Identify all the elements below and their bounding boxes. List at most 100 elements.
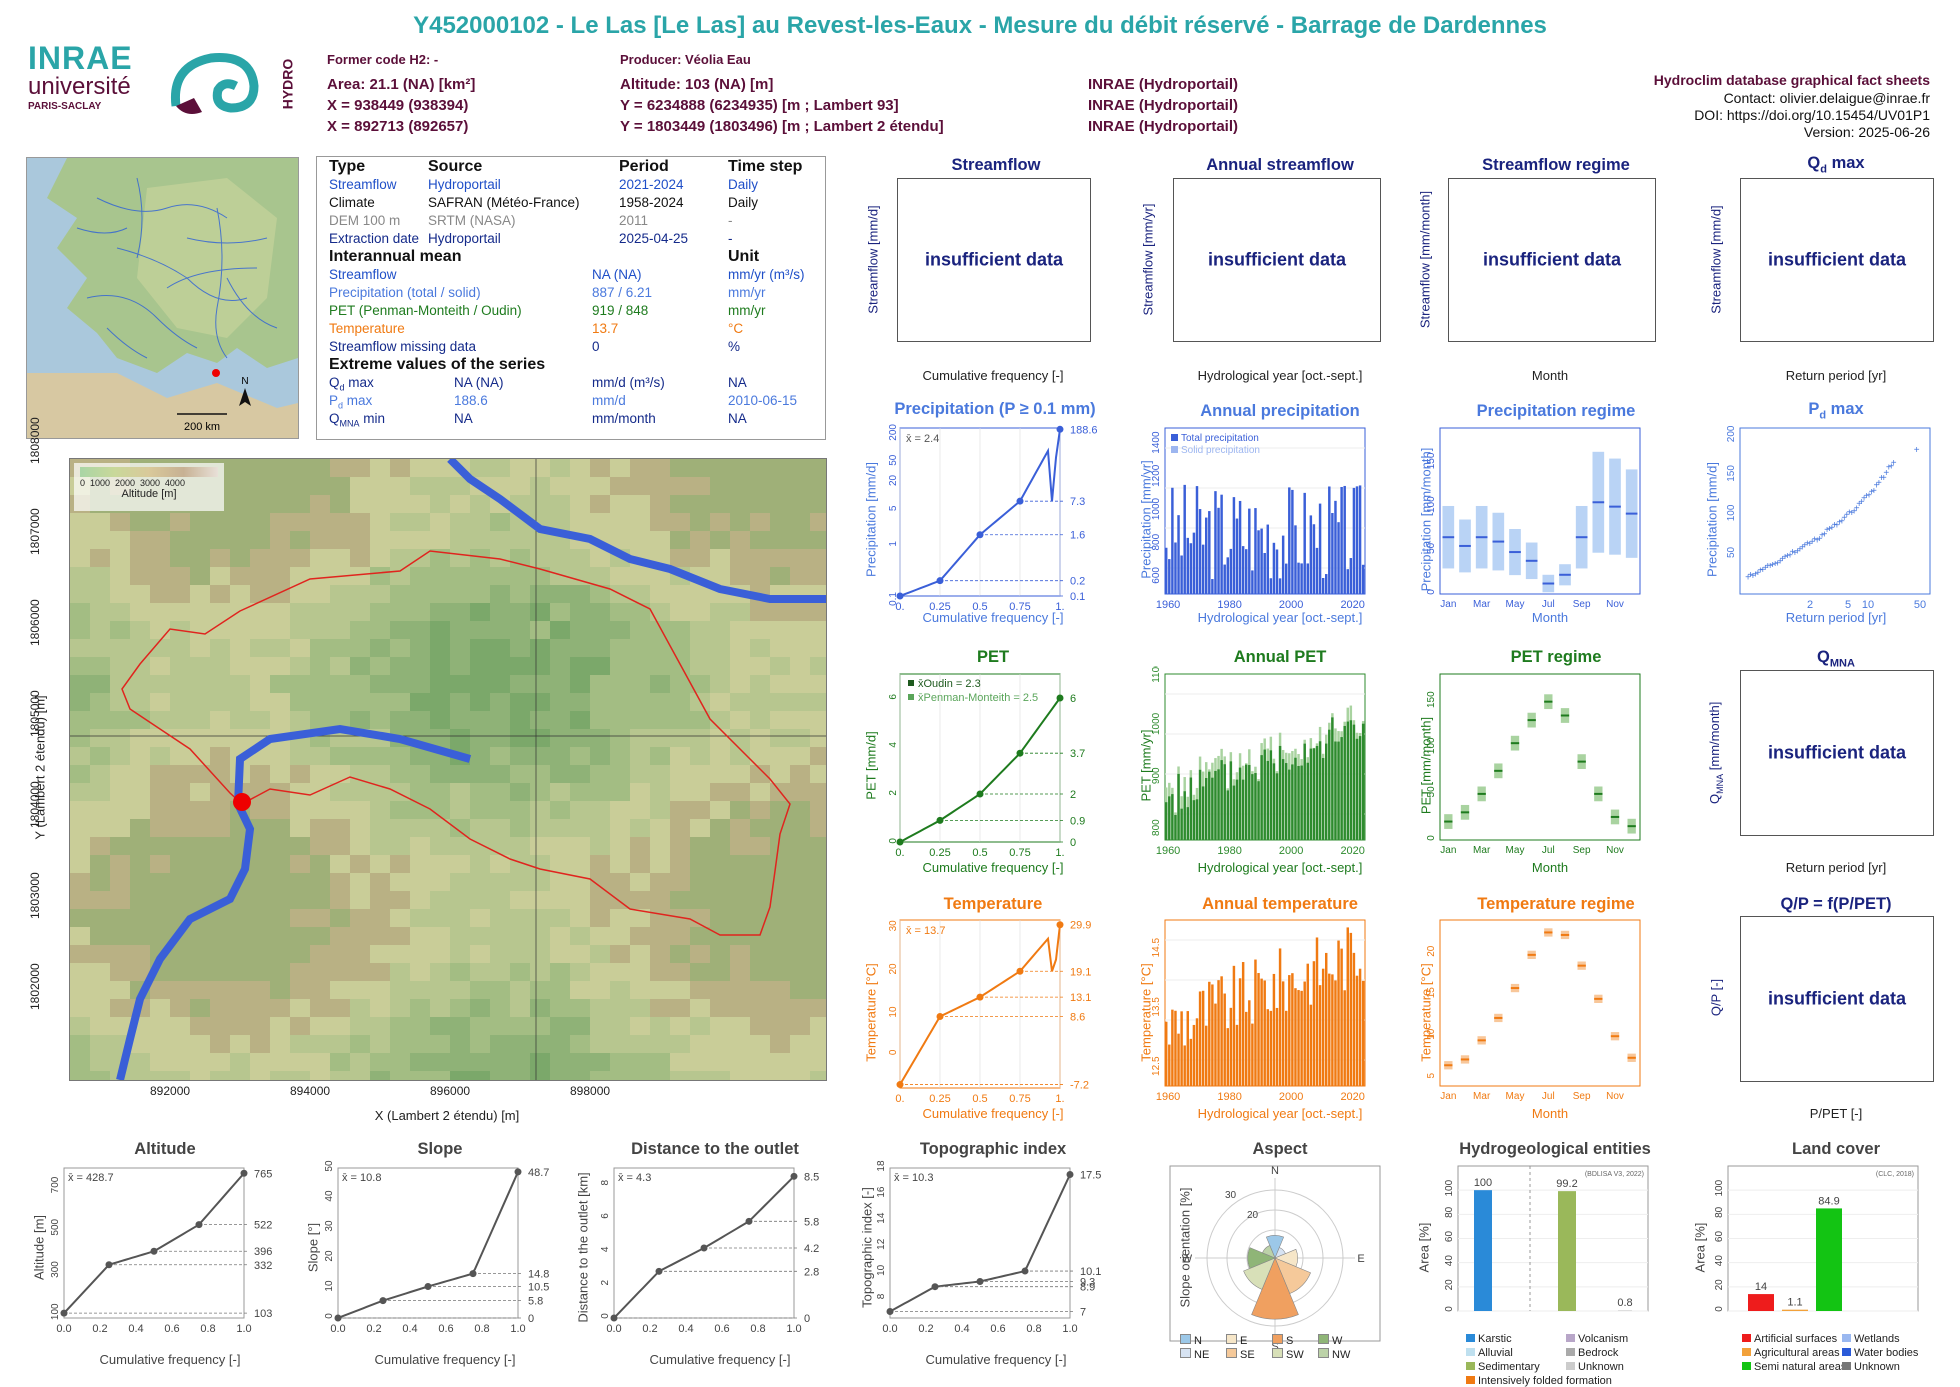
data-point: + bbox=[1814, 535, 1820, 546]
quantile-label: 396 bbox=[254, 1246, 272, 1258]
legend-item: Bedrock bbox=[1566, 1347, 1618, 1359]
terrain-cell bbox=[210, 729, 230, 747]
terrain-cell bbox=[390, 459, 410, 477]
terrain-cell bbox=[370, 801, 390, 819]
terrain-cell bbox=[630, 477, 650, 495]
quantile-label: 4.2 bbox=[804, 1243, 819, 1255]
terrain-cell bbox=[150, 585, 170, 603]
terrain-cell bbox=[630, 567, 650, 585]
terrain-cell bbox=[590, 981, 610, 999]
y-tick: 0 bbox=[888, 1049, 899, 1055]
quantile-point bbox=[896, 592, 904, 600]
bar bbox=[1248, 764, 1251, 840]
title-aspect: Aspect bbox=[1252, 1140, 1308, 1158]
x-tick: 1. bbox=[1055, 1093, 1064, 1105]
terrain-cell bbox=[570, 963, 590, 981]
terrain-cell bbox=[510, 603, 530, 621]
terrain-cell bbox=[270, 999, 290, 1017]
terrain-cell bbox=[630, 783, 650, 801]
bar bbox=[1306, 963, 1309, 1086]
terrain-cell bbox=[350, 999, 370, 1017]
bar bbox=[1318, 985, 1322, 1086]
terrain-cell bbox=[630, 1017, 650, 1035]
y-tick: 50 bbox=[1726, 546, 1737, 558]
terrain-cell bbox=[690, 1071, 710, 1080]
terrain-cell bbox=[510, 459, 530, 477]
data-point: + bbox=[1841, 513, 1847, 524]
terrain-cell bbox=[270, 945, 290, 963]
terrain-cell bbox=[590, 765, 610, 783]
terrain-cell bbox=[190, 819, 210, 837]
data-point: + bbox=[1878, 473, 1884, 484]
terrain-cell bbox=[610, 999, 630, 1017]
data-point: + bbox=[1772, 559, 1778, 570]
terrain-cell bbox=[730, 927, 750, 945]
terrain-cell bbox=[170, 549, 190, 567]
bar bbox=[1205, 517, 1208, 594]
terrain-cell bbox=[770, 801, 790, 819]
terrain-cell bbox=[190, 621, 210, 639]
terrain-cell bbox=[170, 819, 190, 837]
terrain-cell bbox=[550, 1017, 570, 1035]
terrain-cell bbox=[350, 531, 370, 549]
bar bbox=[1272, 542, 1276, 594]
terrain-cell bbox=[190, 945, 210, 963]
bar bbox=[1214, 770, 1217, 840]
bar bbox=[1328, 486, 1331, 594]
data-point: + bbox=[1787, 550, 1793, 561]
terrain-cell bbox=[510, 819, 530, 837]
former-code: Former code H2: - bbox=[327, 52, 439, 67]
y-tick: 60 bbox=[1714, 1231, 1725, 1243]
y-tick: 0 bbox=[888, 838, 899, 844]
terrain-cell bbox=[490, 531, 510, 549]
terrain-cell bbox=[290, 1035, 310, 1053]
terrain-cell bbox=[110, 765, 130, 783]
x-tick: 0.5 bbox=[972, 847, 987, 859]
bar bbox=[1251, 1023, 1254, 1086]
aspect-sector bbox=[1247, 1247, 1276, 1269]
terrain-cell bbox=[430, 531, 450, 549]
terrain-cell bbox=[550, 477, 570, 495]
bar bbox=[1325, 952, 1328, 1086]
terrain-cell bbox=[390, 1035, 410, 1053]
terrain-cell bbox=[810, 963, 826, 981]
quantile-label: 0.1 bbox=[1070, 591, 1085, 603]
x-tick: Jul bbox=[1542, 599, 1555, 610]
bar bbox=[1211, 777, 1214, 840]
terrain-cell bbox=[790, 657, 810, 675]
bar bbox=[1263, 980, 1266, 1086]
terrain-cell bbox=[810, 513, 826, 531]
title-temperature: Temperature bbox=[943, 895, 1043, 913]
terrain-cell bbox=[290, 891, 310, 909]
quantile-label: -7.2 bbox=[1070, 1080, 1089, 1092]
terrain-cell bbox=[490, 585, 510, 603]
terrain-cell bbox=[150, 1053, 170, 1071]
bar-label: 1.1 bbox=[1787, 1297, 1802, 1309]
terrain-cell bbox=[230, 927, 250, 945]
bar bbox=[1223, 993, 1226, 1086]
qp-panel: insufficient data bbox=[1740, 916, 1934, 1082]
terrain-cell bbox=[490, 765, 510, 783]
terrain-cell bbox=[350, 855, 370, 873]
terrain-cell bbox=[430, 549, 450, 567]
terrain-cell bbox=[510, 1053, 530, 1071]
x-tick: 1980 bbox=[1217, 1091, 1241, 1103]
terrain-cell bbox=[670, 639, 690, 657]
terrain-cell bbox=[770, 693, 790, 711]
terrain-cell bbox=[230, 531, 250, 549]
terrain-cell bbox=[450, 513, 470, 531]
terrain-cell bbox=[590, 675, 610, 693]
terrain-cell bbox=[310, 693, 330, 711]
terrain-cell bbox=[490, 621, 510, 639]
data-point: + bbox=[1767, 561, 1773, 572]
terrain-cell bbox=[450, 657, 470, 675]
terrain-cell bbox=[590, 549, 610, 567]
bar bbox=[1281, 535, 1285, 594]
terrain-cell bbox=[110, 549, 130, 567]
terrain-cell bbox=[490, 657, 510, 675]
terrain-cell bbox=[330, 855, 350, 873]
y-tick: 16 bbox=[876, 1186, 887, 1198]
y-tick: 20 bbox=[888, 963, 899, 975]
terrain-cell bbox=[650, 693, 670, 711]
bar bbox=[1285, 1010, 1288, 1086]
